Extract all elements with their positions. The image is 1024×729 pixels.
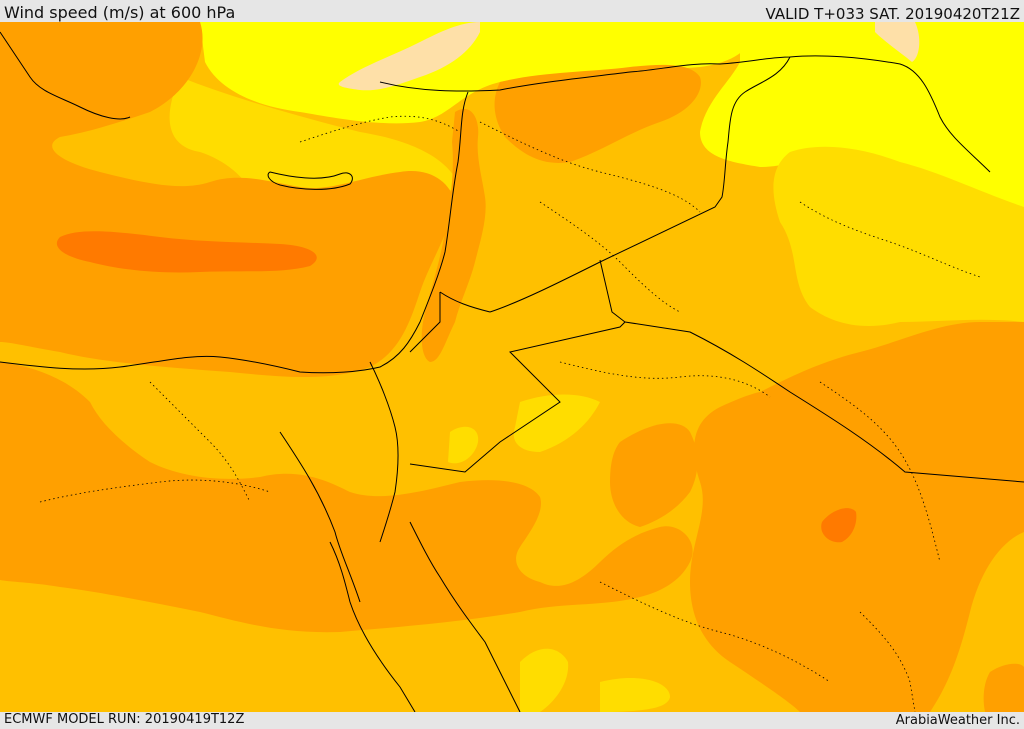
border-line-9 bbox=[409, 292, 441, 353]
dotted-boundary-9 bbox=[799, 201, 981, 278]
contour-orange-west bbox=[0, 22, 455, 377]
contour-orange-levant bbox=[421, 108, 486, 362]
border-line-3 bbox=[409, 259, 626, 473]
contour-orange-north-center bbox=[494, 64, 701, 163]
contour-yellow-northeast bbox=[700, 22, 1024, 225]
border-line-5 bbox=[439, 291, 491, 313]
contour-midlow-5 bbox=[520, 648, 569, 712]
header-bar: Wind speed (m/s) at 600 hPa VALID T+033 … bbox=[0, 0, 1024, 23]
dotted-boundary-8 bbox=[299, 115, 461, 143]
dotted-boundary-4 bbox=[39, 479, 271, 503]
footer-bar: ECMWF MODEL RUN: 20190419T12Z ArabiaWeat… bbox=[0, 712, 1024, 729]
wind-speed-map[interactable] bbox=[0, 22, 1024, 712]
valid-time: VALID T+033 SAT. 20190420T21Z bbox=[765, 5, 1020, 23]
contour-midlow-4 bbox=[448, 426, 479, 464]
contour-orange-se-corner bbox=[983, 663, 1024, 712]
dotted-boundary-5 bbox=[559, 361, 771, 398]
contour-darkorange-1 bbox=[56, 231, 317, 273]
contour-midlow-2 bbox=[773, 146, 1024, 327]
border-line-8 bbox=[329, 541, 416, 712]
coastline-greece bbox=[0, 31, 131, 120]
contour-darkorange-2 bbox=[821, 508, 857, 543]
coastline-turkey bbox=[0, 91, 469, 374]
contour-orange-mid bbox=[610, 423, 698, 527]
border-line-6 bbox=[369, 361, 399, 543]
dotted-boundary-6 bbox=[819, 381, 941, 563]
model-run: ECMWF MODEL RUN: 20190419T12Z bbox=[4, 712, 245, 727]
contour-cream bbox=[338, 22, 480, 91]
dotted-boundary-3 bbox=[149, 381, 251, 503]
contour-midlow-6 bbox=[600, 677, 670, 712]
contour-yellow-north bbox=[200, 22, 753, 124]
coastline-cyprus bbox=[267, 171, 353, 190]
contour-cream-ne bbox=[875, 22, 920, 62]
border-line-1 bbox=[379, 55, 991, 173]
contour-midlow-3 bbox=[513, 394, 600, 452]
border-line-4 bbox=[624, 321, 1024, 483]
dotted-boundary-2 bbox=[539, 201, 681, 313]
dotted-boundary-10 bbox=[859, 611, 916, 712]
coastline-nile bbox=[279, 431, 361, 603]
credit: ArabiaWeather Inc. bbox=[895, 713, 1020, 728]
contour-orange-south-west bbox=[0, 362, 693, 633]
map-title: Wind speed (m/s) at 600 hPa bbox=[4, 3, 236, 22]
border-line-2 bbox=[489, 56, 791, 313]
border-line-7 bbox=[409, 521, 521, 712]
dotted-boundary-7 bbox=[599, 581, 831, 683]
contour-orange-east bbox=[690, 322, 1024, 712]
